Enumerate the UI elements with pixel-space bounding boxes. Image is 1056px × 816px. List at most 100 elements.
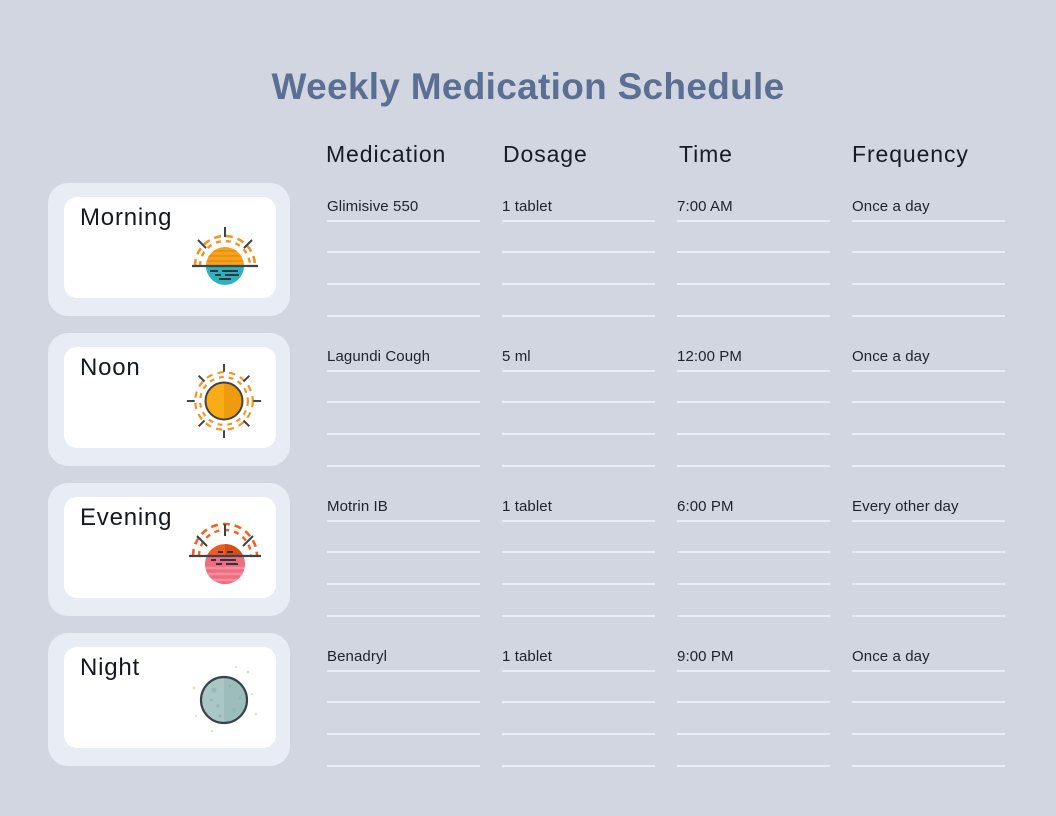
column-header-time: Time	[679, 141, 733, 167]
fill-in-line	[327, 585, 480, 617]
schedule-cell: Once a day	[852, 340, 1005, 467]
fill-in-line	[852, 222, 1005, 254]
entry-line: Benadryl	[327, 640, 480, 672]
schedule-cell: 6:00 PM	[677, 490, 830, 617]
fill-in-line	[502, 222, 655, 254]
entry-line: 1 tablet	[502, 190, 655, 222]
fill-in-line	[852, 403, 1005, 436]
entry-frequency: Every other day	[852, 497, 959, 515]
fill-in-line	[502, 403, 655, 436]
fill-in-line	[327, 672, 480, 704]
entry-line: 6:00 PM	[677, 490, 830, 522]
entry-time: 9:00 PM	[677, 647, 734, 665]
entry-medication: Glimisive 550	[327, 197, 419, 215]
fill-in-line	[327, 735, 480, 767]
fill-in-line	[327, 372, 480, 404]
column-header-dosage: Dosage	[503, 141, 588, 167]
entry-frequency: Once a day	[852, 197, 930, 215]
entry-line: Every other day	[852, 490, 1005, 522]
fill-in-line	[852, 522, 1005, 554]
schedule-cell: Once a day	[852, 640, 1005, 767]
fill-in-line	[327, 253, 480, 286]
fill-in-line	[502, 703, 655, 736]
column-header-medication: Medication	[326, 141, 447, 167]
fill-in-line	[502, 435, 655, 467]
entry-medication: Motrin IB	[327, 497, 388, 515]
entry-time: 12:00 PM	[677, 347, 743, 365]
fill-in-line	[327, 553, 480, 586]
entry-dosage: 1 tablet	[502, 197, 553, 215]
schedule-cell: 1 tablet	[502, 490, 655, 617]
fill-in-line	[852, 703, 1005, 736]
fill-in-line	[677, 672, 830, 704]
fill-in-line	[677, 403, 830, 436]
entry-line: Lagundi Cough	[327, 340, 480, 372]
fill-in-line	[502, 585, 655, 617]
period-card-inner: Morning	[64, 197, 276, 298]
entry-line: Motrin IB	[327, 490, 480, 522]
schedule-cell: Benadryl	[327, 640, 480, 767]
column-header-frequency: Frequency	[852, 141, 969, 167]
schedule-cell: 12:00 PM	[677, 340, 830, 467]
entry-medication: Lagundi Cough	[327, 347, 431, 365]
fill-in-line	[677, 435, 830, 467]
fill-in-line	[327, 222, 480, 254]
period-label: Night	[80, 654, 141, 681]
period-card-noon: Noon	[48, 333, 290, 466]
schedule-cell: 9:00 PM	[677, 640, 830, 767]
period-label: Morning	[80, 204, 173, 231]
entry-line: Once a day	[852, 640, 1005, 672]
schedule-cell: Motrin IB	[327, 490, 480, 617]
moon-icon	[192, 665, 258, 733]
entry-frequency: Once a day	[852, 347, 930, 365]
entry-medication: Benadryl	[327, 647, 388, 665]
fill-in-line	[327, 285, 480, 317]
sunrise-icon	[192, 227, 258, 285]
fill-in-line	[327, 703, 480, 736]
fill-in-line	[852, 253, 1005, 286]
page-title: Weekly Medication Schedule	[271, 66, 785, 107]
entry-line: 1 tablet	[502, 490, 655, 522]
entry-line: 5 ml	[502, 340, 655, 372]
fill-in-line	[327, 522, 480, 554]
period-card-evening: Evening	[48, 483, 290, 616]
schedule-cell: Lagundi Cough	[327, 340, 480, 467]
sun-icon	[186, 363, 262, 439]
schedule-cell: Once a day	[852, 190, 1005, 317]
schedule-cell: 1 tablet	[502, 190, 655, 317]
fill-in-line	[677, 735, 830, 767]
fill-in-line	[502, 285, 655, 317]
fill-in-line	[677, 553, 830, 586]
fill-in-line	[502, 553, 655, 586]
schedule-cell: 1 tablet	[502, 640, 655, 767]
sunset-icon	[189, 522, 261, 585]
fill-in-line	[502, 735, 655, 767]
fill-in-line	[677, 285, 830, 317]
period-card-morning: Morning	[48, 183, 290, 316]
entry-line: Once a day	[852, 190, 1005, 222]
fill-in-line	[852, 435, 1005, 467]
entry-dosage: 1 tablet	[502, 647, 553, 665]
fill-in-line	[852, 735, 1005, 767]
entry-line: 9:00 PM	[677, 640, 830, 672]
period-label: Evening	[80, 504, 173, 531]
entry-dosage: 5 ml	[502, 347, 531, 365]
fill-in-line	[677, 253, 830, 286]
schedule-cell: Every other day	[852, 490, 1005, 617]
fill-in-line	[677, 372, 830, 404]
fill-in-line	[327, 403, 480, 436]
fill-in-line	[502, 672, 655, 704]
period-card-night: Night	[48, 633, 290, 766]
fill-in-line	[327, 435, 480, 467]
schedule-cell: Glimisive 550	[327, 190, 480, 317]
entry-line: 1 tablet	[502, 640, 655, 672]
schedule-cell: 5 ml	[502, 340, 655, 467]
fill-in-line	[677, 703, 830, 736]
schedule-cell: 7:00 AM	[677, 190, 830, 317]
period-label: Noon	[80, 354, 141, 381]
fill-in-line	[502, 522, 655, 554]
entry-line: Glimisive 550	[327, 190, 480, 222]
fill-in-line	[852, 585, 1005, 617]
entry-line: Once a day	[852, 340, 1005, 372]
